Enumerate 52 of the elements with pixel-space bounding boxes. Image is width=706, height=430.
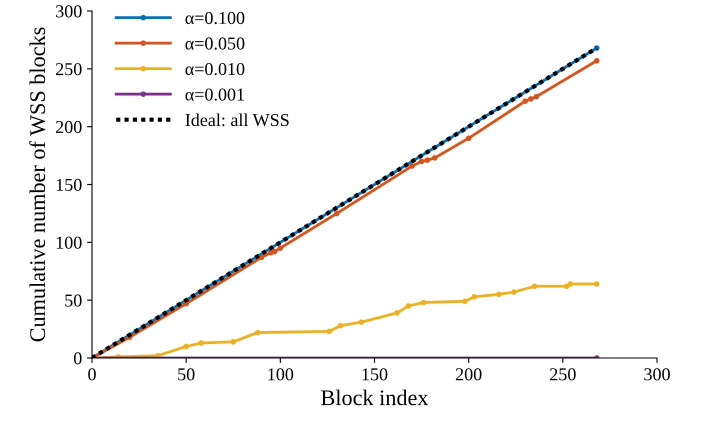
point: [183, 344, 189, 350]
y-tick-label: 150: [56, 178, 82, 191]
point: [418, 158, 424, 164]
point: [496, 292, 502, 298]
point: [424, 157, 430, 163]
point: [432, 155, 438, 161]
point: [278, 245, 284, 251]
point: [254, 330, 261, 336]
x-tick-label: 300: [644, 368, 670, 380]
point: [522, 98, 528, 104]
point: [272, 248, 278, 254]
point: [420, 300, 426, 306]
point: [568, 281, 574, 287]
y-tick-label: 100: [56, 236, 82, 249]
y-tick-label: 200: [56, 120, 82, 134]
point: [258, 254, 264, 260]
point: [334, 210, 340, 216]
point: [198, 340, 204, 346]
x-tick-label: 200: [456, 368, 482, 380]
y-tick-label: 300: [56, 5, 82, 18]
point: [462, 298, 468, 304]
point: [564, 284, 570, 290]
point: [394, 310, 400, 316]
point: [338, 322, 344, 328]
x-tick-label: 250: [550, 368, 576, 380]
y-tick-label: 250: [56, 63, 82, 76]
legend-label: Ideal: all WSS: [185, 113, 289, 126]
point: [594, 58, 600, 64]
x-tick-label: 50: [178, 368, 195, 380]
point: [511, 289, 517, 295]
legend-label: α=0.001: [185, 88, 244, 101]
legend-label: α=0.050: [185, 37, 244, 50]
legend-label: α=0.100: [185, 12, 244, 24]
x-tick-label: 100: [268, 368, 294, 380]
point: [409, 163, 415, 169]
point: [472, 294, 478, 300]
y-tick-label: 50: [65, 294, 82, 307]
point: [532, 284, 538, 290]
x-tick-label: 150: [362, 368, 388, 380]
point: [326, 328, 332, 334]
x-axis-title: Block index: [321, 390, 428, 406]
point: [594, 281, 600, 287]
point: [406, 303, 412, 309]
legend-label: α=0.010: [185, 62, 244, 76]
point: [358, 319, 364, 325]
x-tick-label: 0: [88, 368, 96, 380]
point: [534, 94, 540, 100]
point: [466, 135, 472, 142]
point: [528, 96, 534, 102]
y-tick-label: 0: [74, 352, 82, 364]
point: [230, 339, 236, 345]
y-axis-title: Cumulative number of WSS blocks: [29, 27, 46, 342]
